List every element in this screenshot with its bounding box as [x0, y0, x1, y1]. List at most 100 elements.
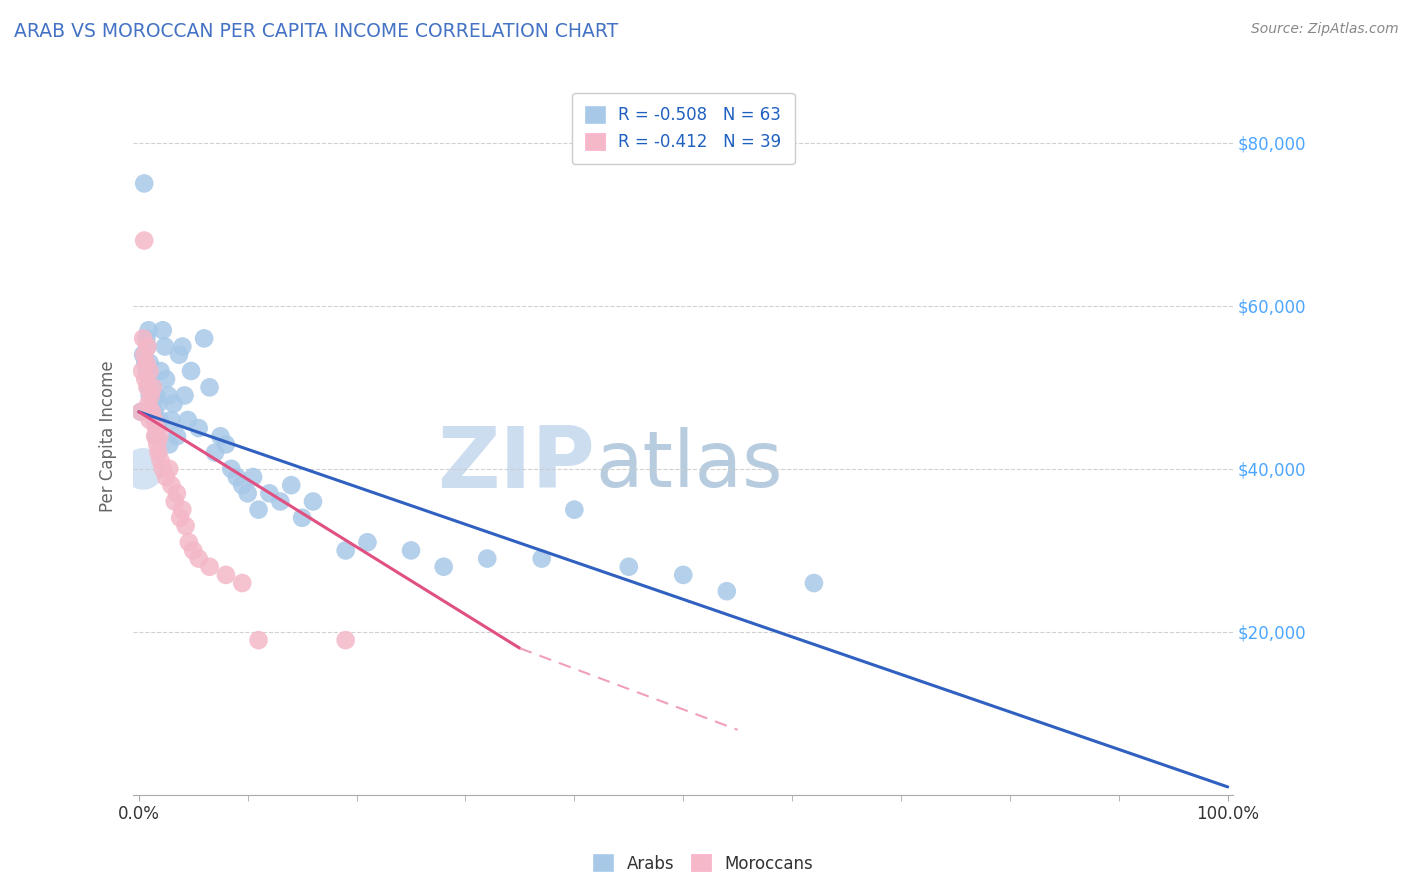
- Point: [172, 340, 194, 354]
- Point: [167, 348, 190, 362]
- Point: [562, 502, 585, 516]
- Point: [132, 462, 155, 476]
- Point: [135, 356, 157, 370]
- Point: [198, 559, 221, 574]
- Point: [142, 397, 165, 411]
- Point: [477, 551, 499, 566]
- Point: [148, 429, 170, 443]
- Point: [209, 429, 232, 443]
- Text: Source: ZipAtlas.com: Source: ZipAtlas.com: [1251, 22, 1399, 37]
- Point: [215, 437, 238, 451]
- Point: [155, 372, 177, 386]
- Point: [141, 405, 163, 419]
- Point: [160, 478, 183, 492]
- Point: [143, 413, 166, 427]
- Point: [163, 494, 186, 508]
- Point: [139, 388, 162, 402]
- Point: [530, 551, 553, 566]
- Legend: R = -0.508   N = 63, R = -0.412   N = 39: R = -0.508 N = 63, R = -0.412 N = 39: [572, 93, 794, 164]
- Point: [335, 543, 357, 558]
- Point: [236, 486, 259, 500]
- Text: ARAB VS MOROCCAN PER CAPITA INCOME CORRELATION CHART: ARAB VS MOROCCAN PER CAPITA INCOME CORRE…: [14, 22, 619, 41]
- Point: [155, 470, 177, 484]
- Point: [136, 340, 159, 354]
- Point: [138, 413, 160, 427]
- Point: [204, 445, 226, 459]
- Point: [152, 462, 174, 476]
- Point: [177, 413, 200, 427]
- Point: [149, 364, 172, 378]
- Point: [131, 364, 153, 378]
- Point: [280, 478, 302, 492]
- Point: [136, 380, 159, 394]
- Point: [132, 331, 155, 345]
- Point: [302, 494, 325, 508]
- Text: ZIP: ZIP: [437, 424, 595, 507]
- Point: [138, 364, 160, 378]
- Point: [225, 470, 247, 484]
- Point: [160, 413, 183, 427]
- Point: [231, 478, 253, 492]
- Point: [198, 380, 221, 394]
- Point: [145, 429, 167, 443]
- Point: [617, 559, 640, 574]
- Point: [215, 567, 238, 582]
- Point: [139, 372, 162, 386]
- Point: [138, 388, 160, 402]
- Text: atlas: atlas: [595, 427, 783, 503]
- Point: [149, 453, 172, 467]
- Point: [129, 405, 152, 419]
- Point: [187, 421, 209, 435]
- Point: [134, 177, 156, 191]
- Point: [399, 543, 422, 558]
- Point: [135, 331, 157, 345]
- Point: [177, 535, 200, 549]
- Point: [433, 559, 456, 574]
- Point: [134, 348, 156, 362]
- Point: [169, 510, 191, 524]
- Point: [132, 348, 155, 362]
- Point: [803, 576, 825, 591]
- Point: [145, 388, 167, 402]
- Point: [141, 380, 163, 394]
- Point: [152, 323, 174, 337]
- Point: [138, 323, 160, 337]
- Point: [157, 437, 180, 451]
- Point: [193, 331, 215, 345]
- Point: [242, 470, 264, 484]
- Point: [356, 535, 378, 549]
- Point: [134, 356, 156, 370]
- Point: [166, 429, 188, 443]
- Point: [291, 510, 314, 524]
- Point: [136, 364, 159, 378]
- Point: [146, 421, 169, 435]
- Point: [138, 397, 160, 411]
- Point: [129, 405, 152, 419]
- Point: [148, 413, 170, 427]
- Point: [166, 486, 188, 500]
- Point: [335, 633, 357, 648]
- Point: [157, 388, 180, 402]
- Point: [138, 356, 160, 370]
- Point: [172, 502, 194, 516]
- Point: [153, 340, 176, 354]
- Point: [247, 633, 270, 648]
- Point: [148, 445, 170, 459]
- Point: [143, 413, 166, 427]
- Point: [134, 234, 156, 248]
- Point: [145, 421, 167, 435]
- Point: [143, 429, 166, 443]
- Point: [269, 494, 291, 508]
- Point: [716, 584, 738, 599]
- Point: [180, 364, 202, 378]
- Point: [173, 388, 195, 402]
- Point: [148, 397, 170, 411]
- Point: [157, 462, 180, 476]
- Point: [174, 519, 197, 533]
- Point: [672, 567, 695, 582]
- Point: [138, 380, 160, 394]
- Point: [146, 437, 169, 451]
- Y-axis label: Per Capita Income: Per Capita Income: [100, 360, 117, 512]
- Point: [187, 551, 209, 566]
- Point: [136, 340, 159, 354]
